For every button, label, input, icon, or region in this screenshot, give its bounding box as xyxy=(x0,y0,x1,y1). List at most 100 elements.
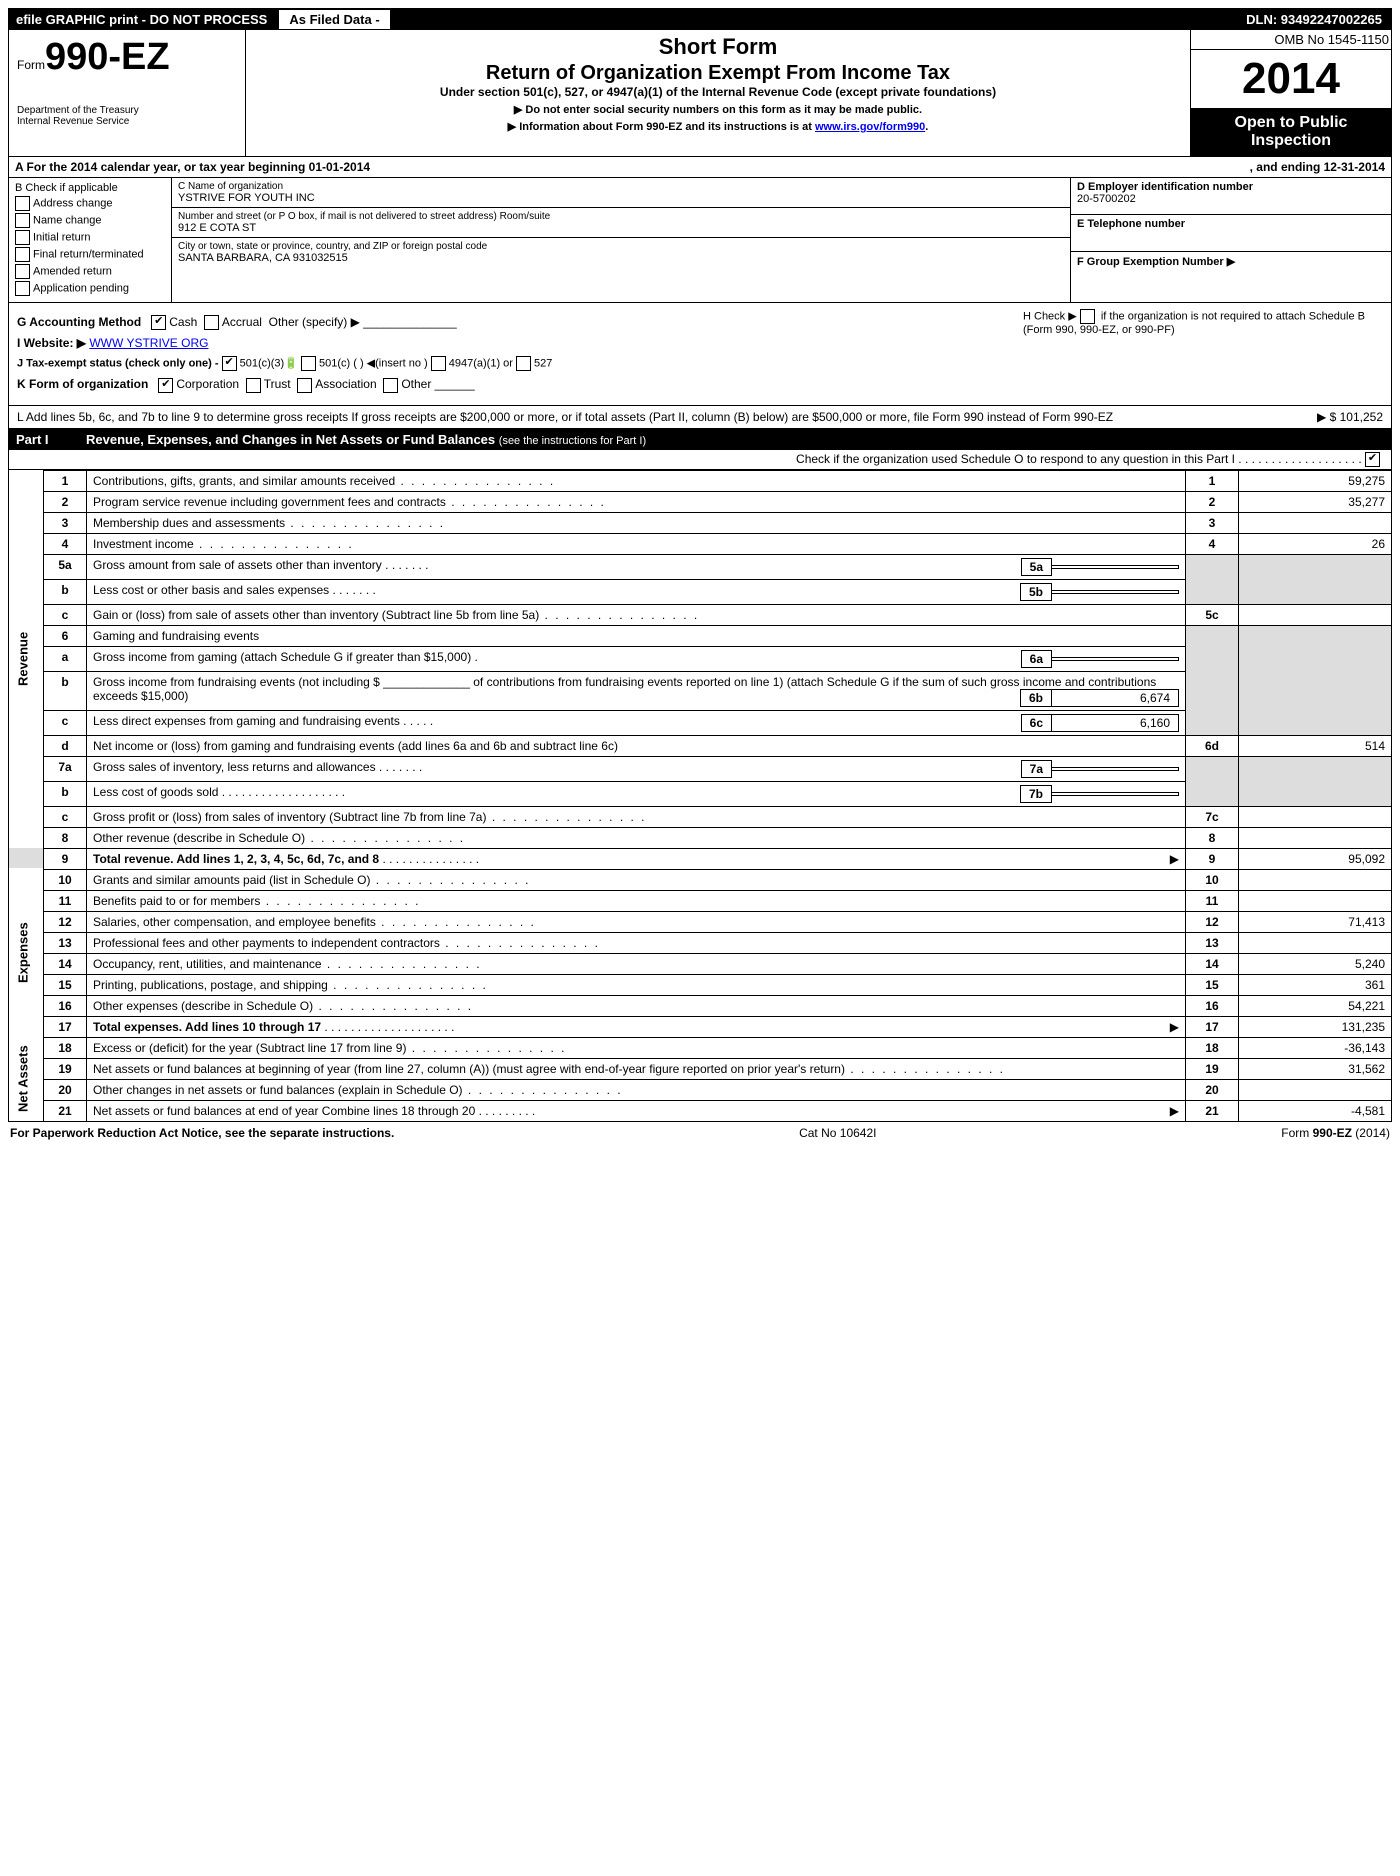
info-line: ▶ Information about Form 990-EZ and its … xyxy=(256,120,1180,133)
amt-2: 35,277 xyxy=(1239,491,1392,512)
col-b-title: B Check if applicable xyxy=(15,182,165,194)
chk-assoc[interactable] xyxy=(297,378,312,393)
city: SANTA BARBARA, CA 931032515 xyxy=(178,252,1064,264)
tax-year: 2014 xyxy=(1191,50,1391,108)
chk-amended[interactable]: Amended return xyxy=(15,264,165,279)
chk-cash[interactable] xyxy=(151,315,166,330)
page-footer: For Paperwork Reduction Act Notice, see … xyxy=(8,1122,1392,1144)
info-post: . xyxy=(925,121,928,133)
amt-1: 59,275 xyxy=(1239,470,1392,491)
part1-header: Part I Revenue, Expenses, and Changes in… xyxy=(8,429,1392,450)
dept-treasury: Department of the Treasury xyxy=(17,105,237,116)
side-revenue: Revenue xyxy=(9,470,44,848)
amt-15: 361 xyxy=(1239,974,1392,995)
part1-sub: (see the instructions for Part I) xyxy=(499,435,646,447)
chk-initial[interactable]: Initial return xyxy=(15,230,165,245)
chk-accrual[interactable] xyxy=(204,315,219,330)
side-netassets: Net Assets xyxy=(9,1037,44,1121)
efile-label: efile GRAPHIC print - DO NOT PROCESS xyxy=(8,10,275,29)
irs-link[interactable]: www.irs.gov/form990 xyxy=(815,121,925,133)
amt-16: 54,221 xyxy=(1239,995,1392,1016)
form-prefix: Form xyxy=(17,58,45,72)
amt-5c xyxy=(1239,604,1392,625)
chk-4947[interactable] xyxy=(431,356,446,371)
sched-o-check-line: Check if the organization used Schedule … xyxy=(8,450,1392,470)
form-number: 990-EZ xyxy=(45,36,170,78)
amt-4: 26 xyxy=(1239,533,1392,554)
amt-3 xyxy=(1239,512,1392,533)
street: 912 E COTA ST xyxy=(178,222,1064,234)
form-header: Form990-EZ Department of the Treasury In… xyxy=(8,30,1392,157)
chk-trust[interactable] xyxy=(246,378,261,393)
amt-6d: 514 xyxy=(1239,735,1392,756)
chk-corp[interactable] xyxy=(158,378,173,393)
amt-9: 95,092 xyxy=(1239,848,1392,869)
footer-right: Form 990-EZ (2014) xyxy=(1281,1126,1390,1140)
part1-title: Revenue, Expenses, and Changes in Net As… xyxy=(86,432,495,447)
row-a-ending: , and ending 12-31-2014 xyxy=(1250,160,1385,174)
line-k: K Form of organization Corporation Trust… xyxy=(17,377,1383,392)
as-filed-label: As Filed Data - xyxy=(279,10,389,29)
website-link[interactable]: WWW YSTRIVE ORG xyxy=(89,336,208,350)
chk-sched-o[interactable] xyxy=(1365,452,1380,467)
side-expenses: Expenses xyxy=(9,869,44,1037)
open-public: Open to Public Inspection xyxy=(1191,108,1391,156)
row-a: A For the 2014 calendar year, or tax yea… xyxy=(8,157,1392,178)
short-form-title: Short Form xyxy=(256,34,1180,60)
part1-label: Part I xyxy=(16,432,86,447)
header-mid: Short Form Return of Organization Exempt… xyxy=(246,30,1191,156)
chk-501c3[interactable] xyxy=(222,356,237,371)
city-label: City or town, state or province, country… xyxy=(178,241,1064,252)
chk-name[interactable]: Name change xyxy=(15,213,165,228)
part1-table: Revenue 1 Contributions, gifts, grants, … xyxy=(8,470,1392,1122)
col-b: B Check if applicable Address change Nam… xyxy=(9,178,172,302)
footer-mid: Cat No 10642I xyxy=(799,1126,876,1140)
amt-6b: 6,674 xyxy=(1052,689,1179,707)
chk-address[interactable]: Address change xyxy=(15,196,165,211)
l-text: L Add lines 5b, 6c, and 7b to line 9 to … xyxy=(17,410,1113,424)
amt-18: -36,143 xyxy=(1239,1037,1392,1058)
efile-top-bar: efile GRAPHIC print - DO NOT PROCESS As … xyxy=(8,8,1392,30)
line-j: J Tax-exempt status (check only one) - 5… xyxy=(17,356,1383,371)
l-amt: ▶ $ 101,252 xyxy=(1317,410,1383,424)
chk-final[interactable]: Final return/terminated xyxy=(15,247,165,262)
tel-label: E Telephone number xyxy=(1077,218,1185,230)
ssn-warning: ▶ Do not enter social security numbers o… xyxy=(256,103,1180,116)
under-section: Under section 501(c), 527, or 4947(a)(1)… xyxy=(256,85,1180,99)
amt-12: 71,413 xyxy=(1239,911,1392,932)
header-left: Form990-EZ Department of the Treasury In… xyxy=(9,30,246,156)
h-note: H Check ▶ if the organization is not req… xyxy=(1023,309,1383,336)
chk-501c[interactable] xyxy=(301,356,316,371)
amt-17: 131,235 xyxy=(1239,1016,1392,1037)
open-public-1: Open to Public xyxy=(1195,114,1387,132)
chk-h[interactable] xyxy=(1080,309,1095,324)
street-label: Number and street (or P O box, if mail i… xyxy=(178,211,1064,222)
block-ghijk: H Check ▶ if the organization is not req… xyxy=(8,303,1392,406)
chk-527[interactable] xyxy=(516,356,531,371)
return-title: Return of Organization Exempt From Incom… xyxy=(256,62,1180,85)
info-pre: ▶ Information about Form 990-EZ and its … xyxy=(508,121,815,133)
org-name: YSTRIVE FOR YOUTH INC xyxy=(178,192,1064,204)
footer-left: For Paperwork Reduction Act Notice, see … xyxy=(10,1126,394,1140)
ein-label: D Employer identification number xyxy=(1077,181,1253,193)
org-name-label: C Name of organization xyxy=(178,181,1064,192)
col-c: C Name of organization YSTRIVE FOR YOUTH… xyxy=(172,178,1070,302)
open-public-2: Inspection xyxy=(1195,132,1387,150)
chk-other[interactable] xyxy=(383,378,398,393)
omb-number: OMB No 1545-1150 xyxy=(1191,30,1391,50)
col-def: D Employer identification number 20-5700… xyxy=(1070,178,1391,302)
block-bcdef: B Check if applicable Address change Nam… xyxy=(8,178,1392,303)
amt-6c: 6,160 xyxy=(1052,714,1179,732)
row-a-label: A For the 2014 calendar year, or tax yea… xyxy=(15,160,370,174)
amt-21: -4,581 xyxy=(1239,1100,1392,1121)
amt-14: 5,240 xyxy=(1239,953,1392,974)
amt-19: 31,562 xyxy=(1239,1058,1392,1079)
ein: 20-5700202 xyxy=(1077,193,1385,205)
header-right: OMB No 1545-1150 2014 Open to Public Ins… xyxy=(1191,30,1391,156)
dln-label: DLN: 93492247002265 xyxy=(1236,10,1392,29)
line-i: I Website: ▶ WWW YSTRIVE ORG xyxy=(17,336,1383,350)
l-note: L Add lines 5b, 6c, and 7b to line 9 to … xyxy=(8,406,1392,429)
chk-pending[interactable]: Application pending xyxy=(15,281,165,296)
dept-irs: Internal Revenue Service xyxy=(17,116,237,127)
grp-label: F Group Exemption Number ▶ xyxy=(1077,256,1235,268)
